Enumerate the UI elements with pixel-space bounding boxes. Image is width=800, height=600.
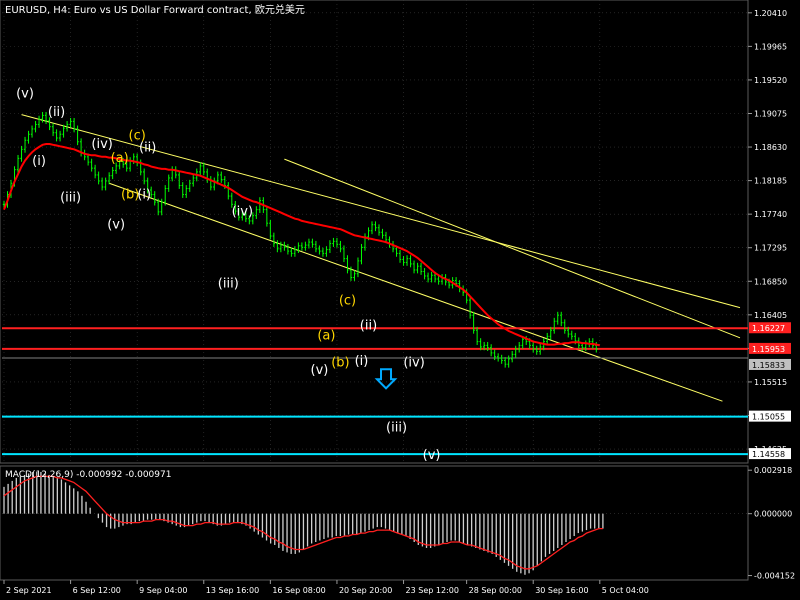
- price-tick-label: 1.19075: [754, 109, 787, 118]
- down-arrow-shape: [374, 368, 398, 390]
- price-pane-border: [0, 0, 749, 464]
- level-price-tags: 1.16227 1.15953 1.15833 1.15055 1.14558: [749, 322, 791, 460]
- wave-label: (iii): [386, 420, 407, 435]
- macd-tick-label: 0.002918: [754, 466, 792, 475]
- level-price-tag-label: 1.15055: [752, 413, 785, 422]
- wave-label: (iii): [218, 276, 239, 291]
- channel-lines[interactable]: [21, 114, 741, 402]
- time-tick-label: 30 Sep 16:00: [535, 586, 588, 595]
- time-tick-label: 2 Sep 2021: [6, 586, 52, 595]
- level-price-tag: [749, 358, 791, 370]
- elliott-wave-labels: (v)(ii)(i)(iii)(iv)(v)(a)(c)(ii)(b)(i)(i…: [16, 86, 440, 463]
- macd-title: MACD(12,26,9) -0.000992 -0.000971: [5, 470, 171, 480]
- wave-label: (b): [121, 187, 139, 202]
- macd-axis: 0.002918 0.000000 -0.004152: [748, 466, 795, 581]
- price-tick-label: 1.19965: [754, 42, 787, 51]
- horizontal-levels[interactable]: [2, 327, 748, 456]
- macd-pane-border: [0, 465, 749, 581]
- macd-pane[interactable]: MACD(12,26,9) -0.000992 -0.000971: [0, 465, 749, 581]
- price-candles: [2, 111, 598, 368]
- down-arrow-icon: [374, 368, 398, 390]
- wave-label: (b): [331, 355, 349, 370]
- time-tick-label: 13 Sep 16:00: [206, 586, 259, 595]
- wave-label: (iv): [403, 355, 424, 370]
- price-tick-label: 1.17295: [754, 244, 787, 253]
- level-price-tag-label: 1.15833: [752, 361, 785, 370]
- wave-label: (iii): [60, 190, 81, 205]
- price-tick-label: 1.17740: [754, 210, 787, 219]
- time-tick-label: 28 Sep 00:00: [469, 586, 522, 595]
- wave-label: (a): [111, 151, 129, 166]
- level-price-tag-label: 1.16227: [752, 324, 785, 333]
- wave-label: (ii): [360, 319, 377, 334]
- level-price-tag: [749, 342, 791, 354]
- wave-label: (ii): [139, 141, 156, 156]
- price-tick-label: 1.18630: [754, 143, 787, 152]
- macd-histogram: [3, 471, 604, 575]
- level-price-tag-label: 1.14558: [752, 450, 785, 459]
- wave-label: (i): [32, 154, 46, 169]
- wave-label: (i): [137, 187, 151, 202]
- moving-average-line: [3, 143, 601, 347]
- price-tick-label: 1.16405: [754, 311, 787, 320]
- price-tick-label: 1.19520: [754, 76, 787, 85]
- level-price-tag: [749, 410, 791, 422]
- price-grid: [2, 0, 748, 463]
- wave-label: (iv): [232, 205, 253, 220]
- wave-label: (iv): [91, 137, 112, 152]
- wave-label: (v): [311, 363, 329, 378]
- chart-title: EURUSD, H4: Euro vs US Dollar Forward co…: [5, 3, 305, 16]
- wave-label: (ii): [48, 105, 65, 120]
- time-tick-label: 16 Sep 08:00: [272, 586, 325, 595]
- price-tick-label: 1.15515: [754, 378, 787, 387]
- wave-label: (i): [355, 354, 369, 369]
- price-tick-label: 1.18185: [754, 177, 787, 186]
- price-tick-label: 1.16850: [754, 277, 787, 286]
- macd-signal-line: [3, 475, 603, 570]
- macd-tick-label: -0.004152: [754, 572, 795, 581]
- time-tick-label: 20 Sep 20:00: [339, 586, 392, 595]
- channel-line: [21, 114, 741, 309]
- time-tick-label: 5 Oct 04:00: [602, 586, 649, 595]
- wave-label: (v): [107, 217, 125, 232]
- wave-label: (v): [423, 448, 441, 463]
- channel-line: [284, 158, 741, 339]
- wave-label: (v): [16, 86, 34, 101]
- level-price-tag: [749, 448, 791, 460]
- level-price-tag-label: 1.15953: [752, 345, 785, 354]
- wave-label: (c): [339, 294, 356, 309]
- time-axis: 2 Sep 2021 6 Sep 12:00 9 Sep 04:00 13 Sep 1…: [3, 580, 649, 595]
- wave-label: (a): [317, 328, 335, 343]
- channel-line: [108, 182, 723, 402]
- time-tick-label: 6 Sep 12:00: [73, 586, 121, 595]
- price-pane[interactable]: (v)(ii)(i)(iii)(iv)(v)(a)(c)(ii)(b)(i)(i…: [0, 0, 749, 464]
- macd-tick-label: 0.000000: [754, 510, 792, 519]
- price-tick-label: 1.20410: [754, 9, 787, 18]
- time-tick-label: 23 Sep 12:00: [406, 586, 459, 595]
- wave-label: (c): [129, 129, 146, 144]
- level-price-tag: [749, 322, 791, 334]
- time-tick-label: 9 Sep 04:00: [139, 586, 187, 595]
